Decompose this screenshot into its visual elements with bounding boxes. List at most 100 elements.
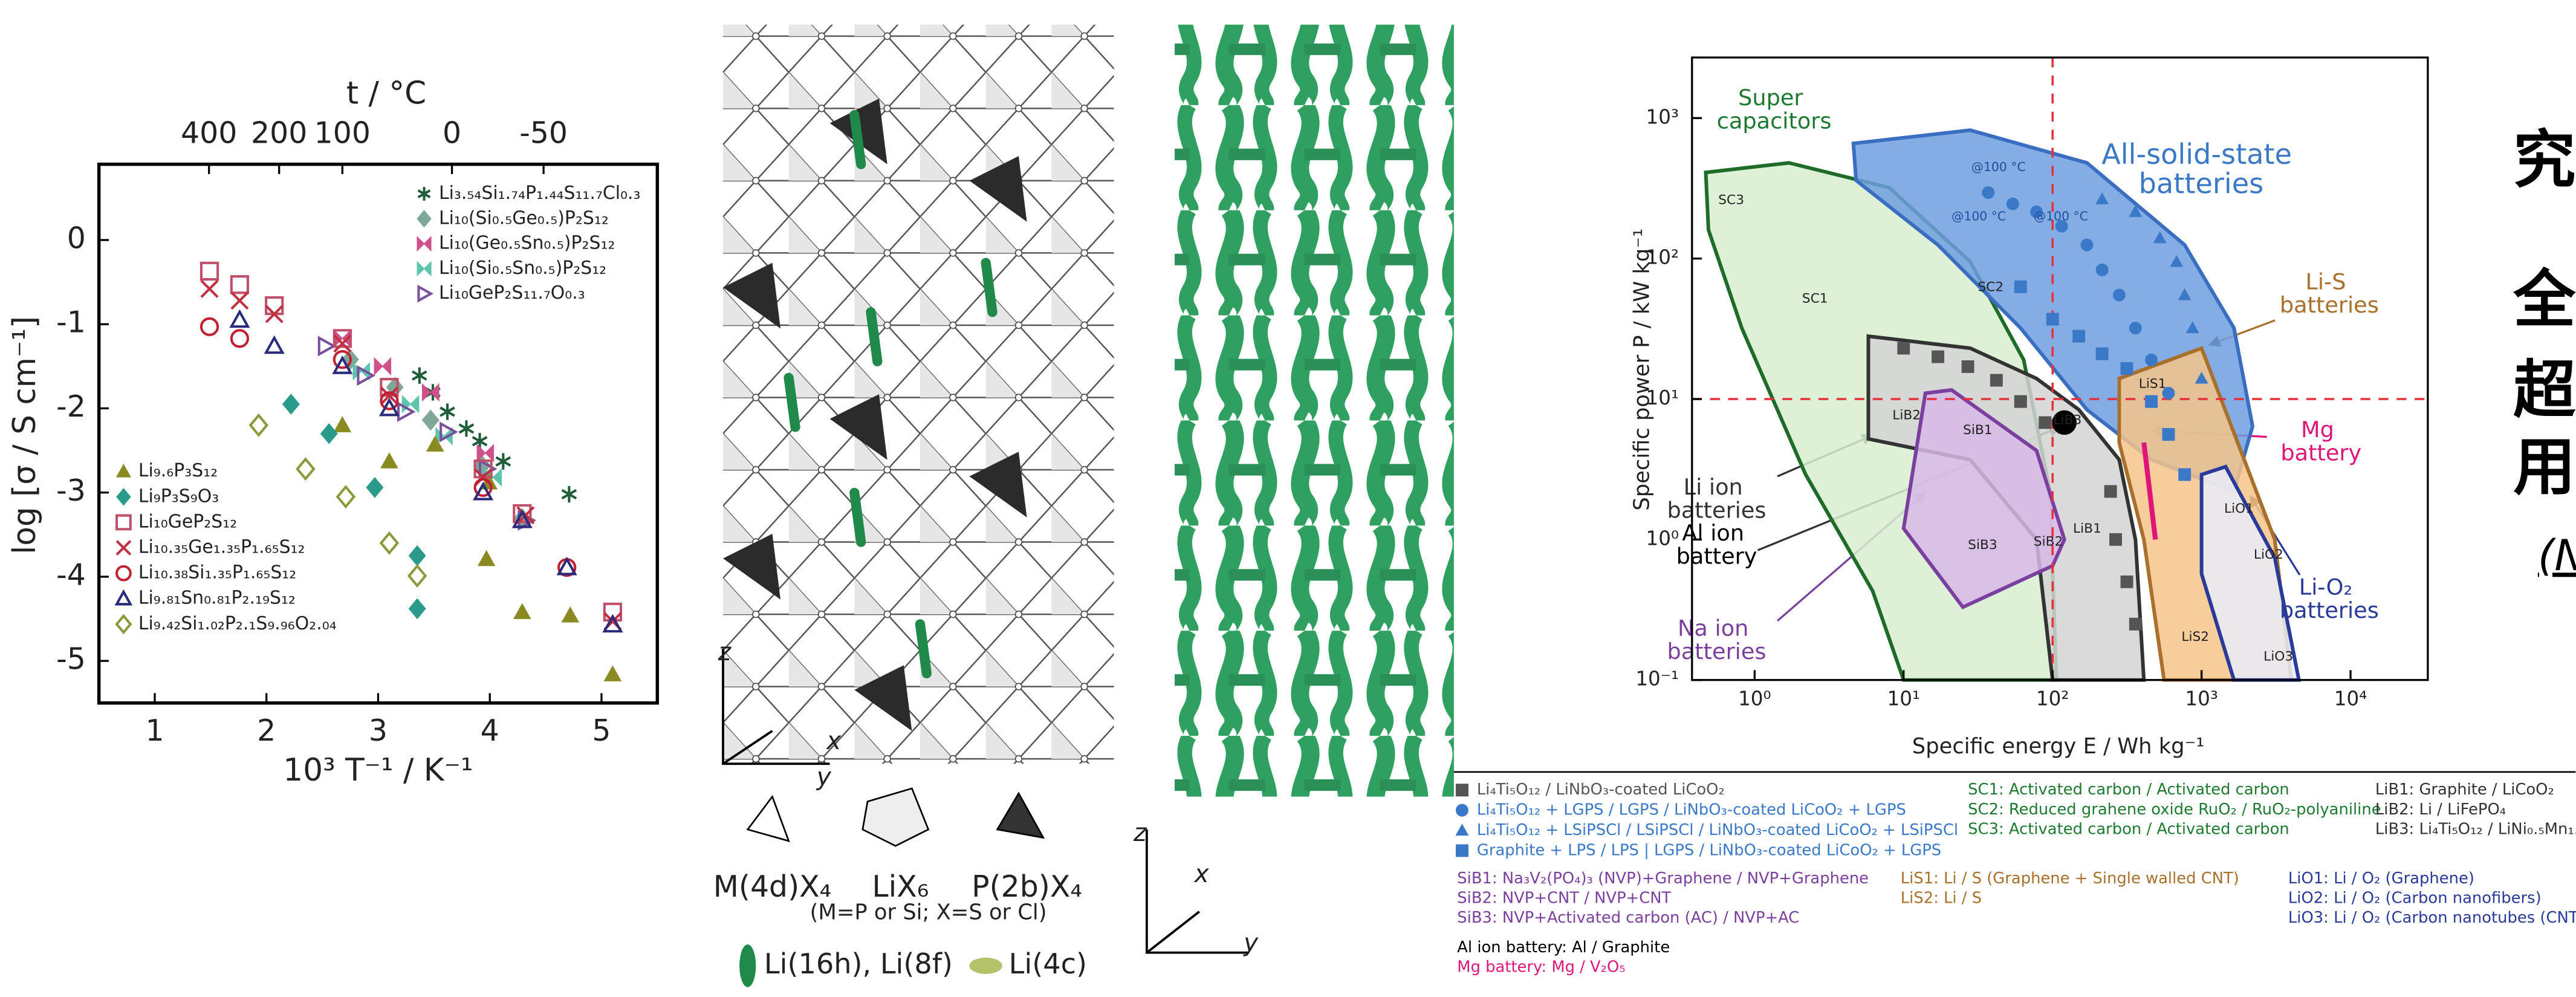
legend-label: Li₉.₈₁Sn₀.₈₁P₂.₁₉S₁₂ <box>138 588 296 609</box>
marker <box>2039 417 2051 429</box>
annotation: LiB2 <box>1892 408 1921 423</box>
marker <box>2146 354 2158 366</box>
legend-marker <box>1456 804 1468 816</box>
series-label: Al ion battery <box>1676 519 1757 569</box>
note: SC2: Reduced grahene oxide RuO₂ / RuO₂-p… <box>1968 801 2381 819</box>
x2-tick-label: -50 <box>519 115 568 150</box>
note: SC1: Activated carbon / Activated carbon <box>1968 781 2289 799</box>
annotation: SC1 <box>1802 291 1828 306</box>
legend-label: Li₁₀GeP₂S₁₂ <box>138 511 237 532</box>
note: LiO1: Li / O₂ (Graphene) <box>2288 869 2474 888</box>
x-tick-label: 3 <box>369 713 388 748</box>
marker <box>2015 395 2027 408</box>
marker <box>2146 395 2158 408</box>
polyhedron-label: P(2b)X₄ <box>972 869 1082 904</box>
marker <box>2114 289 2126 301</box>
marker <box>2130 322 2142 334</box>
x-tick-label: 4 <box>481 713 499 748</box>
y-tick-label: -5 <box>56 642 86 677</box>
y-tick-label: -2 <box>56 389 86 424</box>
legend-marker <box>1456 784 1468 796</box>
legend-label: Li₁₀GeP₂S₁₁.₇O₀.₃ <box>439 282 585 304</box>
y-axis-title: Specific power P / kW kg⁻¹ <box>1629 229 1654 511</box>
note: LiS1: Li / S (Graphene + Single walled C… <box>1901 869 2239 888</box>
legend-swatch <box>969 958 1002 974</box>
marker <box>1962 361 1974 373</box>
marker <box>2096 348 2108 360</box>
y-tick-label: -3 <box>56 473 86 508</box>
legend-label: Li₉P₃S₉O₃ <box>138 486 219 507</box>
x-tick-label: 10² <box>2036 687 2069 710</box>
note: SiB3: NVP+Activated carbon (AC) / NVP+AC <box>1457 909 1799 927</box>
annotation: SC2 <box>1977 279 2003 294</box>
annotation: @100 °C <box>1971 160 2026 174</box>
note: LiS2: Li / S <box>1901 889 1982 908</box>
legend-label: Li₄Ti₅O₁₂ + LGPS / LGPS / LiNbO₃-coated … <box>1477 801 1906 819</box>
annotation: LiO2 <box>2254 547 2283 562</box>
legend-label: Li₁₀.₃₈Si₁.₃₅P₁.₆₅S₁₂ <box>138 562 296 583</box>
annotation: SC3 <box>1718 192 1744 207</box>
legend-label: Li₄Ti₅O₁₂ + LSiPSCl / LSiPSCl / LiNbO₃-c… <box>1477 821 1958 839</box>
axis-label: z <box>718 637 732 666</box>
polyhedron-label: LiX₆ <box>872 869 929 904</box>
marker <box>2046 313 2059 325</box>
annotation: @100 °C <box>1951 209 2006 224</box>
legend-label: Li₁₀(Si₀.₅Sn₀.₅)P₂S₁₂ <box>439 258 606 279</box>
marker <box>1898 342 1910 354</box>
marker <box>2110 534 2122 546</box>
legend-label: Li₁₀.₃₅Ge₁.₃₅P₁.₆₅S₁₂ <box>138 536 305 557</box>
marker <box>2081 239 2093 251</box>
marker <box>2096 264 2108 276</box>
legend-label: Li(16h), Li(8f) <box>764 947 953 980</box>
legend-label: Graphite + LPS / LPS | LGPS / LiNbO₃-coa… <box>1477 841 1941 859</box>
axis-label: x <box>1193 859 1210 888</box>
legend-label: Li₄Ti₅O₁₂ / LiNbO₃-coated LiCoO₂ <box>1477 781 1725 799</box>
y-tick-label: 10⁰ <box>1646 527 1679 550</box>
x2-tick-label: 0 <box>443 115 461 150</box>
marker <box>2179 469 2191 481</box>
side-text: 超 <box>2513 354 2576 426</box>
x-tick-label: 10³ <box>2185 687 2218 710</box>
y-tick-label: -1 <box>56 305 86 340</box>
legend-label: Li₁₀(Si₀.₅Ge₀.₅)P₂S₁₂ <box>439 207 609 229</box>
note: SC3: Activated carbon / Activated carbon <box>1968 820 2289 838</box>
axis-label: x <box>825 726 842 755</box>
y-tick-label: 10⁻¹ <box>1635 667 1679 690</box>
annotation: LiO1 <box>2224 501 2254 516</box>
marker <box>2121 363 2133 375</box>
annotation: LiS2 <box>2181 629 2209 645</box>
marker <box>1982 187 1994 199</box>
note: SiB1: Na₃V₂(PO₄)₃ (NVP)+Graphene / NVP+G… <box>1457 869 1869 888</box>
marker <box>1991 374 2003 386</box>
note: LiB2: Li / LiFePO₄ <box>2375 801 2506 819</box>
x2-axis-title: t / °C <box>346 76 426 112</box>
marker <box>1932 351 1944 363</box>
note: LiO2: Li / O₂ (Carbon nanofibers) <box>2288 889 2542 908</box>
marker <box>2015 281 2027 293</box>
axis-label: y <box>816 762 832 791</box>
note: LiO3: Li / O₂ (Carbon nanotubes (CNT)) <box>2288 909 2576 927</box>
annotation: SiB1 <box>1963 423 1993 438</box>
annotation: LiB1 <box>2073 521 2101 536</box>
density-map <box>1175 25 1454 797</box>
x-tick-label: 2 <box>257 713 276 748</box>
marker <box>2162 429 2175 441</box>
marker <box>2130 618 2142 630</box>
note: Al ion battery: Al / Graphite <box>1457 938 1670 956</box>
side-text: 用 <box>2513 431 2575 504</box>
axis-label: y <box>1242 928 1259 957</box>
figure: 123450-1-2-3-4-54002001000-50Li₃.₅₄Si₁.₇… <box>0 0 2576 997</box>
y-tick-label: 10³ <box>1646 105 1679 128</box>
annotation: @100 °C <box>2034 209 2088 224</box>
x-tick-label: 10⁰ <box>1738 687 1771 710</box>
x-axis-title: Specific energy E / Wh kg⁻¹ <box>1912 734 2205 759</box>
note: LiB1: Graphite / LiCoO₂ <box>2375 781 2554 799</box>
y-tick-label: 0 <box>67 221 86 255</box>
side-text: (N <box>2538 530 2576 580</box>
region-label: Na ion batteries <box>1667 615 1767 664</box>
legend-label: Li₉.₆P₃S₁₂ <box>138 460 218 481</box>
annotation: SiB2 <box>2034 534 2063 549</box>
marker <box>2121 576 2133 588</box>
x2-tick-label: 100 <box>314 115 371 150</box>
legend-label: Li(4c) <box>1009 947 1087 980</box>
